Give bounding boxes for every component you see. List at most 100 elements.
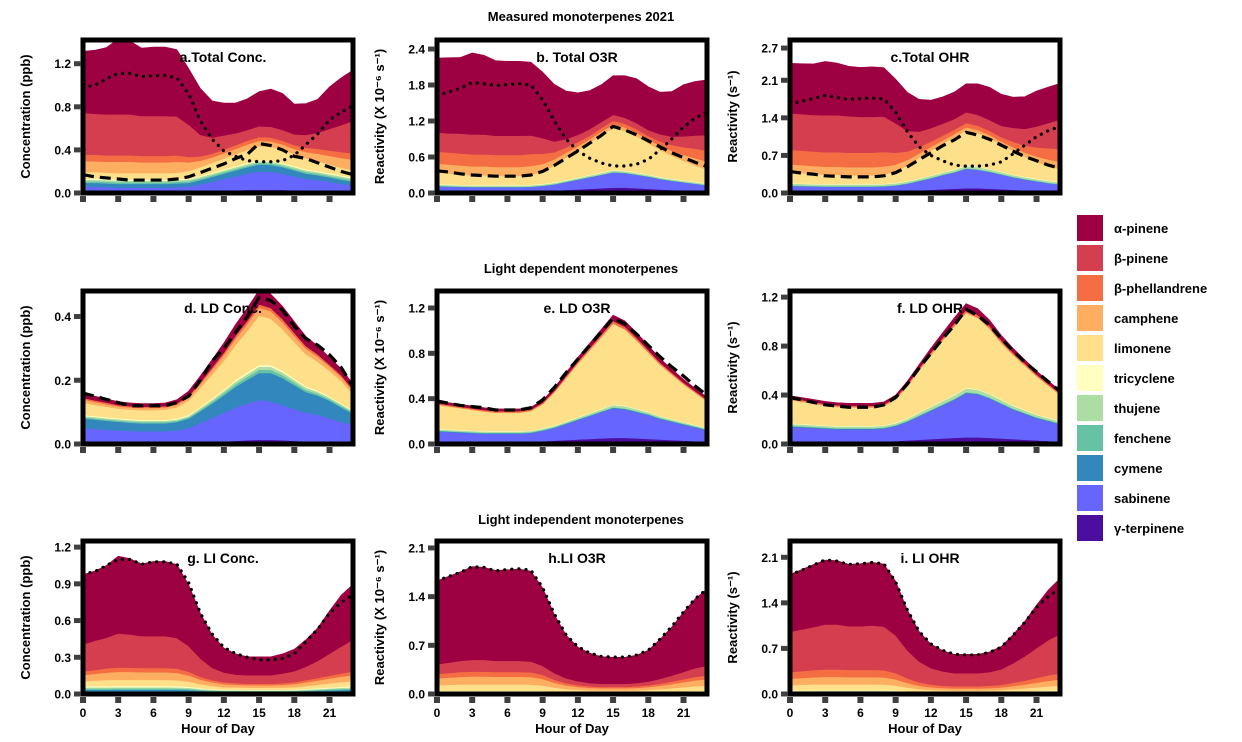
y-tick-label: 0.0	[54, 187, 71, 201]
y-tick	[74, 104, 81, 110]
y-tick	[428, 305, 435, 311]
areas	[790, 303, 1060, 444]
y-tick	[74, 314, 81, 319]
panel-title: i. LI OHR	[900, 550, 959, 566]
x-tick	[185, 447, 192, 453]
x-tick	[539, 697, 546, 703]
panel-c: 0.0 0.7 1.4 2.1 2.7 c.Total OHR Reactivity (s⁻…	[725, 37, 1063, 202]
x-tick	[857, 697, 864, 703]
x-tick	[469, 196, 476, 202]
row-title-light-independent: Light independent monoterpenes	[478, 512, 684, 527]
legend-label: β-pinene	[1114, 251, 1168, 266]
line-dashed	[83, 295, 353, 408]
y-tick	[74, 61, 81, 67]
legend-item-pinene: α-pinene	[1077, 215, 1168, 241]
y-tick-label: 0.8	[54, 100, 71, 114]
x-tick	[787, 196, 793, 202]
legend-label: limonene	[1114, 341, 1171, 356]
area-pinene	[437, 314, 707, 412]
line-dotted	[83, 557, 353, 662]
y-tick-label: 0.6	[54, 614, 71, 628]
x-tick	[822, 196, 829, 202]
x-tick	[469, 697, 476, 703]
areas	[790, 558, 1060, 694]
x-tick	[150, 697, 157, 703]
x-tick	[115, 697, 122, 703]
legend-item-cymene: cymene	[1077, 455, 1162, 481]
y-axis-label: Reactivity (s⁻¹)	[725, 321, 740, 413]
line-dotted	[437, 80, 707, 168]
x-tick	[434, 447, 440, 453]
y-tick-label: 0.4	[54, 143, 71, 157]
y-tick	[428, 82, 435, 88]
legend-label: β-phellandrene	[1114, 281, 1207, 296]
x-tick	[998, 447, 1005, 453]
legend-item-limonene: limonene	[1077, 335, 1171, 361]
x-tick-label: 12	[571, 706, 585, 720]
y-tick-label: 1.4	[408, 590, 425, 604]
x-tick	[539, 447, 546, 453]
x-tick-label: 6	[857, 706, 864, 720]
panel-title: b. Total O3R	[536, 49, 617, 65]
y-tick	[781, 441, 788, 447]
area-limonene	[437, 323, 707, 432]
y-tick-label: 2.7	[761, 42, 778, 56]
x-tick	[680, 196, 687, 202]
y-tick-label: 1.4	[761, 111, 778, 125]
legend-swatch	[1077, 485, 1103, 511]
y-tick-label: 1.8	[408, 79, 425, 93]
panel-e: 0.0 0.4 0.8 1.2 e. LD O3R Reactivity (X 10⁻⁶ …	[372, 288, 710, 453]
x-tick	[504, 447, 511, 453]
y-tick	[781, 554, 788, 560]
x-tick	[892, 196, 899, 202]
x-tick	[680, 697, 687, 703]
y-tick	[428, 691, 435, 697]
area-pinene	[83, 40, 353, 138]
y-tick	[428, 441, 435, 447]
x-tick	[787, 697, 793, 703]
x-tick-label: 0	[434, 706, 441, 720]
area-pinene	[437, 52, 707, 142]
y-tick	[74, 581, 81, 587]
x-tick	[1033, 196, 1040, 202]
line-dashed	[790, 307, 1060, 409]
legend-label: sabinene	[1114, 491, 1170, 506]
legend-label: camphene	[1114, 311, 1178, 326]
y-tick	[428, 396, 435, 402]
legend-item-terpinene: γ-terpinene	[1077, 515, 1184, 541]
x-tick-label: 6	[504, 706, 511, 720]
x-tick	[256, 697, 263, 703]
x-tick	[326, 697, 333, 703]
y-tick-label: 0.6	[408, 151, 425, 165]
x-tick	[185, 196, 192, 202]
x-tick	[256, 196, 263, 202]
panel-title: f. LD OHR	[897, 300, 963, 316]
line-dotted	[790, 558, 1060, 657]
y-tick-label: 0.8	[408, 347, 425, 361]
x-tick	[574, 697, 581, 703]
panel-title: a.Total Conc.	[180, 49, 267, 65]
panel-h: 0.0 0.7 1.4 2.1 0 3 6 9 12 15 18 21 h.LI O3R Reactivi…	[372, 538, 710, 736]
areas	[83, 555, 353, 694]
plot-frame	[787, 37, 1063, 196]
legend-swatch	[1077, 275, 1103, 301]
x-tick	[645, 196, 652, 202]
y-tick-label: 1.2	[761, 291, 778, 305]
x-tick-label: 15	[959, 706, 973, 720]
x-tick	[927, 447, 934, 453]
y-tick-label: 1.2	[54, 57, 71, 71]
legend-item-tricyclene: tricyclene	[1077, 365, 1175, 391]
legend-item-camphene: camphene	[1077, 305, 1178, 331]
x-tick	[291, 196, 298, 202]
x-tick	[469, 447, 476, 453]
x-tick	[80, 697, 86, 703]
y-axis-label: Reactivity (X 10⁻⁶ s⁻¹)	[372, 300, 387, 435]
x-tick	[892, 447, 899, 453]
legend-item-sabinene: sabinene	[1077, 485, 1170, 511]
y-tick-label: 2.4	[408, 43, 425, 57]
line-dashed	[437, 316, 707, 412]
y-tick	[428, 190, 435, 196]
line-dotted	[83, 71, 353, 164]
y-tick-label: 0.0	[761, 438, 778, 452]
y-tick-label: 0.0	[54, 438, 71, 452]
